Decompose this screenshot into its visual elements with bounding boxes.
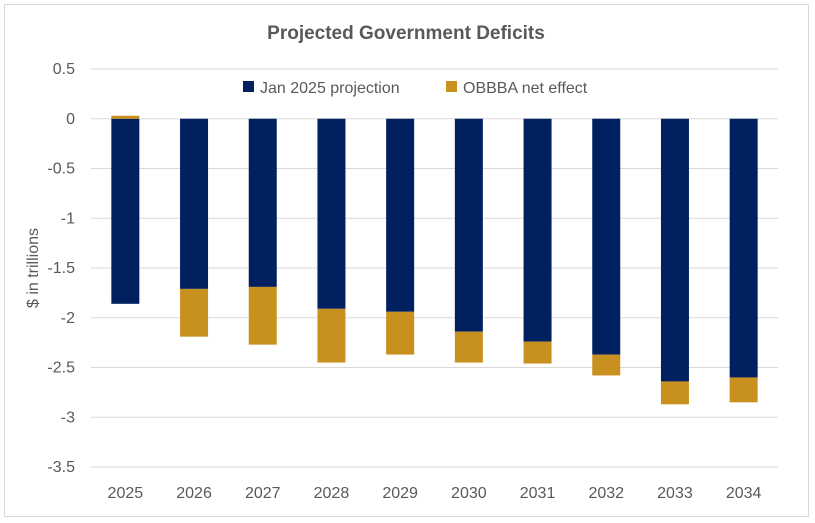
y-tick-label: -3 [61, 409, 75, 426]
legend: Jan 2025 projection OBBBA net effect [243, 80, 588, 97]
bar-jan-2025-projection-2026 [180, 118, 209, 289]
bar-jan-2025-projection-2031 [523, 118, 552, 342]
bars [111, 115, 758, 405]
y-axis-ticks: 0.5 0 -0.5 -1 -1.5 -2 -2.5 -3 -3.5 [47, 61, 75, 476]
y-tick-label: -2.5 [47, 360, 75, 377]
bar-obbba-net-effect-2029 [386, 311, 415, 355]
bar-obbba-net-effect-2034 [729, 377, 758, 403]
y-tick-label: 0.5 [53, 61, 75, 78]
x-tick-label: 2030 [451, 485, 487, 502]
y-tick-label: -0.5 [47, 161, 75, 178]
y-tick-label: -1 [61, 210, 75, 227]
bar-jan-2025-projection-2028 [317, 118, 346, 309]
bar-obbba-net-effect-2032 [592, 354, 621, 376]
bar-obbba-net-effect-2028 [317, 308, 346, 363]
bar-jan-2025-projection-2025 [111, 118, 140, 304]
bar-obbba-net-effect-2025 [111, 115, 140, 119]
x-tick-label: 2033 [657, 485, 693, 502]
legend-swatch-jan-2025 [243, 81, 254, 92]
y-axis-label: $ in trillions [25, 228, 42, 308]
y-tick-label: 0 [66, 111, 75, 128]
legend-label-obbba: OBBBA net effect [463, 80, 588, 97]
bar-obbba-net-effect-2031 [523, 341, 552, 364]
bar-jan-2025-projection-2030 [454, 118, 483, 332]
bar-jan-2025-projection-2032 [592, 118, 621, 355]
bar-obbba-net-effect-2030 [454, 331, 483, 363]
bar-obbba-net-effect-2033 [660, 381, 689, 405]
x-tick-label: 2026 [176, 485, 212, 502]
x-tick-label: 2032 [588, 485, 624, 502]
x-tick-label: 2031 [520, 485, 556, 502]
bar-obbba-net-effect-2026 [180, 288, 209, 337]
bar-jan-2025-projection-2033 [660, 118, 689, 382]
legend-label-jan-2025: Jan 2025 projection [260, 80, 400, 97]
bar-jan-2025-projection-2027 [248, 118, 277, 287]
x-axis-ticks: 2025 2026 2027 2028 2029 2030 2031 2032 2033 2034 [108, 485, 762, 502]
x-tick-label: 2029 [382, 485, 418, 502]
bar-obbba-net-effect-2027 [248, 286, 277, 345]
legend-swatch-obbba [446, 81, 457, 92]
chart-title: Projected Government Deficits [267, 23, 545, 44]
x-tick-label: 2028 [314, 485, 350, 502]
x-tick-label: 2025 [108, 485, 144, 502]
y-tick-label: -2 [61, 310, 75, 327]
x-tick-label: 2034 [726, 485, 762, 502]
y-tick-label: -1.5 [47, 260, 75, 277]
bar-jan-2025-projection-2034 [729, 118, 758, 378]
y-tick-label: -3.5 [47, 459, 75, 476]
bar-jan-2025-projection-2029 [386, 118, 415, 312]
x-tick-label: 2027 [245, 485, 281, 502]
